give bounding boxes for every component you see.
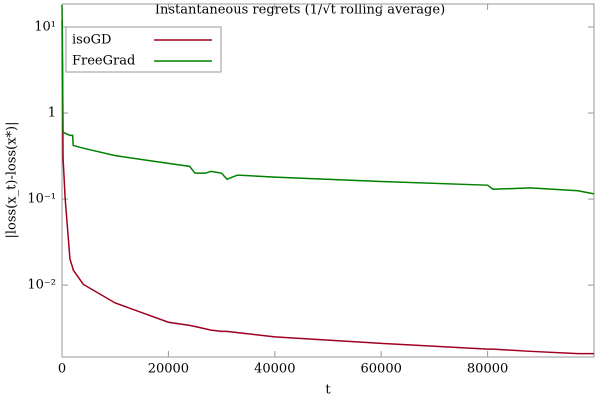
y-axis-label: |loss(x_t)-loss(x*)| [5, 122, 20, 239]
y-tick-label: 1 [48, 106, 56, 121]
x-tick-label: 80000 [467, 362, 508, 377]
x-tick-label: 20000 [148, 362, 189, 377]
series-line [61, 20, 594, 355]
series-line [61, 5, 595, 195]
y-tick-label: 10⁻¹ [27, 192, 56, 207]
plot-frame [61, 3, 595, 358]
chart-title: Instantaneous regrets (1/√t rolling aver… [155, 3, 445, 18]
x-tick-label: 60000 [361, 362, 402, 377]
x-tick-label: 0 [58, 362, 66, 377]
x-axis-label: t [325, 383, 331, 398]
legend-label: FreeGrad [72, 54, 135, 69]
y-tick-label: 10⁻² [27, 278, 56, 293]
x-tick-label: 40000 [254, 362, 295, 377]
legend-label: isoGD [72, 33, 111, 48]
y-tick-label: 10¹ [34, 19, 56, 34]
legend-box [65, 26, 222, 73]
